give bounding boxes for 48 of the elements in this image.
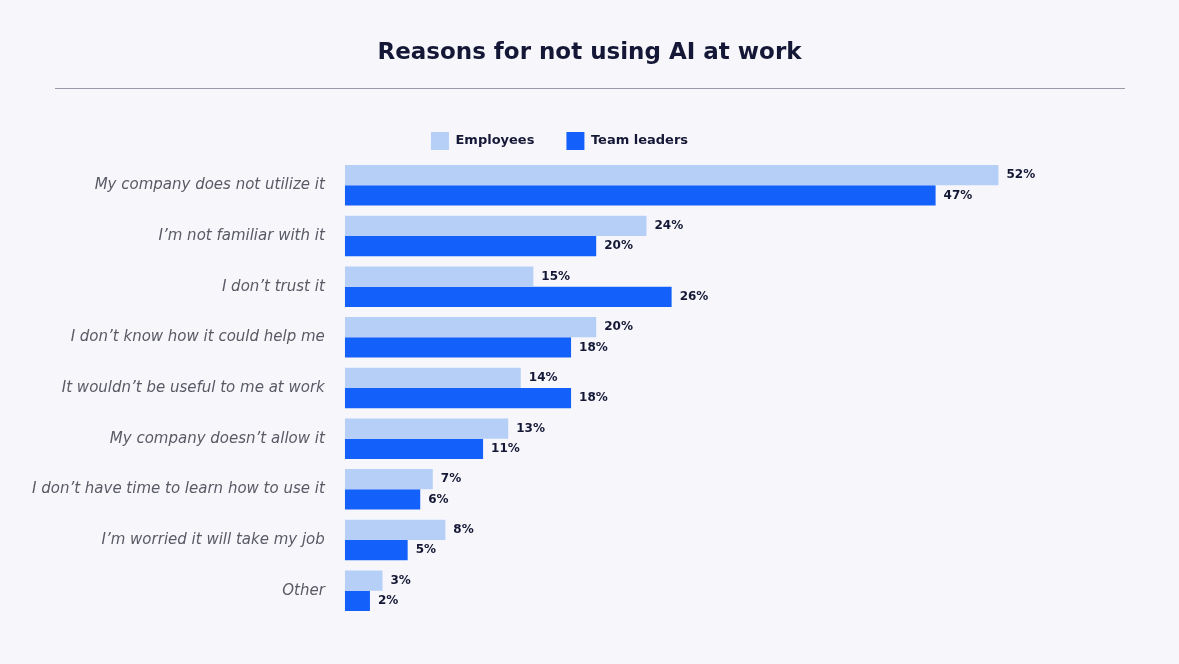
- data-label: 5%: [415, 542, 437, 557]
- bar: [344, 286, 672, 307]
- data-label: 13%: [516, 420, 545, 435]
- y-tick-label: I’m not familiar with it: [158, 225, 326, 244]
- data-label: 18%: [579, 339, 608, 354]
- y-tick-label: I don’t have time to learn how to use it: [31, 479, 326, 498]
- legend-label: Team leaders: [590, 132, 689, 148]
- y-tick-label: My company does not utilize it: [94, 175, 326, 194]
- bar: [344, 337, 572, 358]
- bar: [344, 185, 936, 206]
- data-label: 2%: [377, 592, 399, 607]
- y-tick-label: I don’t know how it could help me: [70, 327, 325, 346]
- y-tick-label: My company doesn’t allow it: [109, 428, 326, 447]
- bar: [344, 215, 647, 236]
- chart-title: Reasons for not using AI at work: [376, 38, 803, 64]
- data-label: 52%: [1006, 167, 1036, 182]
- y-tick-label: I’m worried it will take my job: [101, 529, 325, 548]
- data-label: 8%: [453, 521, 474, 536]
- bar: [344, 266, 534, 287]
- bar: [344, 540, 408, 561]
- bar: [344, 165, 999, 186]
- data-label: 11%: [491, 440, 520, 455]
- bar: [344, 388, 572, 409]
- data-label: 3%: [390, 572, 411, 587]
- bar: [344, 570, 383, 591]
- data-label: 20%: [604, 319, 633, 334]
- legend-label: Employees: [455, 132, 535, 148]
- data-label: 47%: [943, 187, 973, 202]
- bar: [344, 489, 421, 510]
- data-label: 7%: [440, 471, 462, 486]
- data-label: 18%: [579, 390, 608, 405]
- bar: [344, 519, 446, 540]
- y-tick-label: I don’t trust it: [221, 276, 326, 295]
- bar: [344, 590, 370, 611]
- data-label: 15%: [541, 268, 571, 283]
- data-label: 20%: [604, 238, 633, 253]
- bar: [344, 236, 597, 257]
- data-label: 14%: [528, 369, 558, 384]
- bar: [344, 317, 597, 338]
- y-tick-label: It wouldn’t be useful to me at work: [61, 377, 327, 396]
- data-label: 24%: [654, 217, 684, 232]
- bar: [344, 367, 521, 388]
- data-label: 6%: [428, 491, 449, 506]
- bar: [344, 469, 433, 490]
- y-tick-label: Other: [282, 580, 326, 599]
- bar: [344, 438, 484, 459]
- data-label: 26%: [679, 288, 709, 303]
- bar: [344, 418, 509, 439]
